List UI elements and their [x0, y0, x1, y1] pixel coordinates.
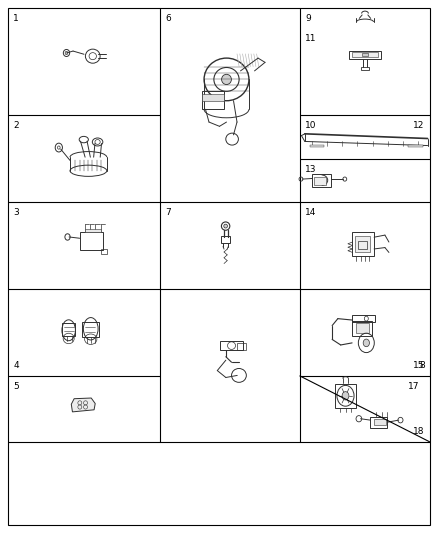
Bar — [101, 249, 107, 254]
Text: 9: 9 — [305, 14, 311, 23]
Text: 14: 14 — [305, 208, 317, 217]
Bar — [335, 384, 356, 408]
PathPatch shape — [71, 398, 95, 412]
Text: 6: 6 — [165, 14, 171, 23]
Text: 4: 4 — [13, 361, 19, 369]
Text: 5: 5 — [13, 382, 19, 391]
Bar — [408, 145, 423, 147]
Bar — [312, 174, 331, 187]
Bar — [370, 417, 387, 428]
Bar — [361, 67, 369, 70]
Bar — [202, 91, 224, 109]
Text: 17: 17 — [408, 382, 420, 391]
Ellipse shape — [363, 339, 369, 346]
Text: 3: 3 — [13, 208, 19, 217]
Bar — [356, 324, 369, 333]
Text: 15: 15 — [413, 361, 425, 369]
Text: 10: 10 — [305, 122, 317, 131]
Bar — [374, 419, 385, 425]
Text: 8: 8 — [419, 361, 425, 369]
Bar — [310, 145, 324, 147]
Text: 13: 13 — [305, 165, 317, 174]
Bar — [352, 315, 375, 322]
Bar — [362, 53, 368, 56]
Bar — [352, 321, 372, 336]
Bar — [355, 237, 370, 253]
Text: 2: 2 — [13, 122, 19, 131]
Bar — [349, 51, 381, 59]
Bar — [202, 94, 224, 101]
Bar — [85, 229, 101, 232]
Bar — [82, 322, 99, 337]
Bar — [80, 232, 103, 250]
Text: 7: 7 — [165, 208, 171, 217]
Bar — [353, 232, 374, 256]
Bar — [220, 342, 243, 350]
Text: 18: 18 — [413, 426, 425, 435]
Bar — [352, 52, 378, 57]
Bar — [62, 323, 75, 336]
Text: 11: 11 — [305, 34, 317, 43]
Text: 1: 1 — [13, 14, 19, 23]
Bar — [221, 236, 230, 244]
Bar — [358, 241, 367, 249]
Text: 12: 12 — [413, 122, 425, 131]
Ellipse shape — [342, 392, 349, 400]
Bar — [237, 343, 246, 350]
Bar — [314, 177, 326, 185]
Ellipse shape — [222, 74, 231, 85]
Ellipse shape — [224, 224, 227, 228]
